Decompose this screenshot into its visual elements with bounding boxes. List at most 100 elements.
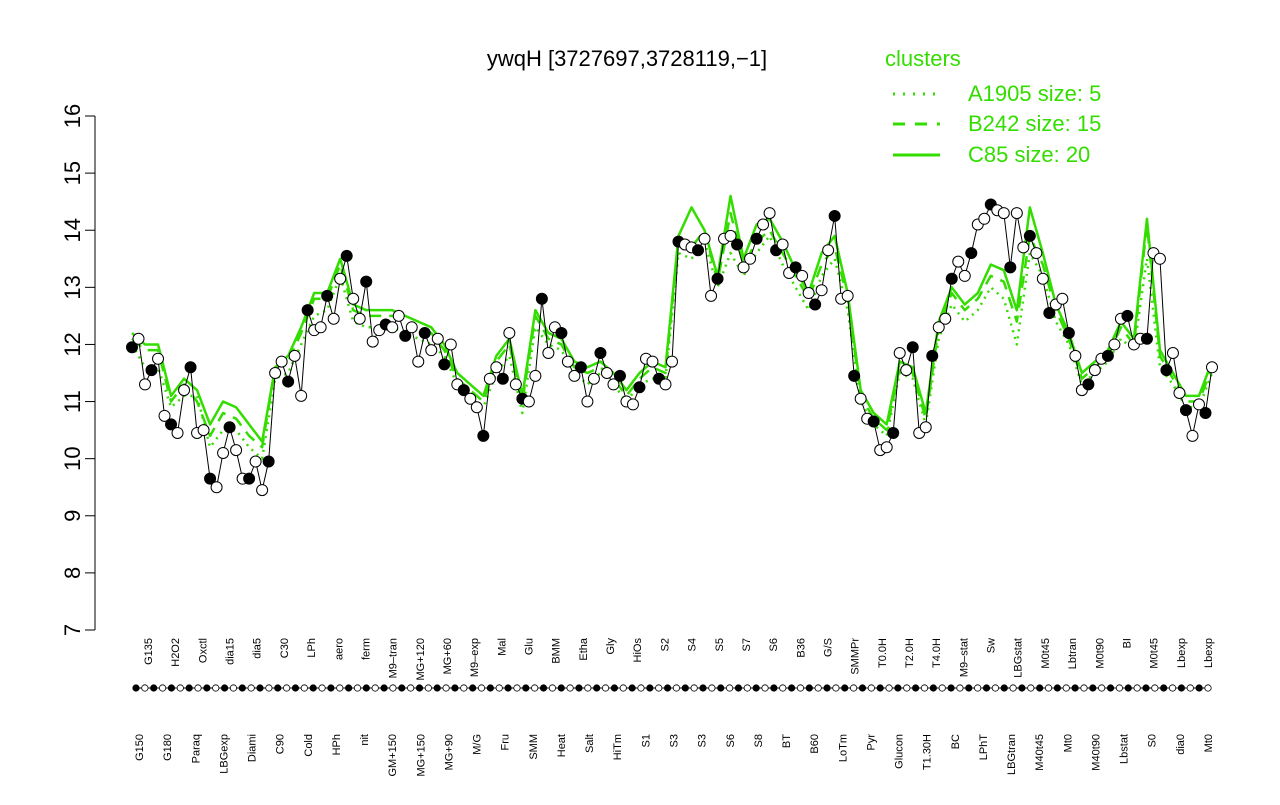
data-point-31 [327, 312, 340, 325]
x-sample-marker-114 [1142, 684, 1150, 692]
x-label-row2-17: Gly [605, 638, 617, 655]
data-point-18 [243, 472, 256, 485]
x-sample-marker-119 [1186, 684, 1194, 692]
x-sample-marker-87 [903, 684, 911, 692]
data-point-25 [288, 349, 301, 362]
x-sample-marker-2 [150, 684, 158, 692]
x-label-row1-0: G150 [134, 734, 146, 761]
data-point-126 [945, 272, 958, 285]
data-point-158 [1153, 252, 1166, 265]
data-point-87 [692, 244, 705, 257]
x-label-row2-0: G135 [143, 638, 155, 665]
data-point-134 [997, 207, 1010, 220]
data-point-40 [386, 321, 399, 334]
y-tick-label-6: 13 [60, 275, 85, 299]
x-sample-marker-67 [725, 684, 734, 692]
data-point-54 [477, 429, 490, 442]
x-sample-marker-8 [203, 684, 211, 692]
x-label-row2-19: S2 [659, 638, 671, 651]
data-point-15 [223, 421, 236, 434]
x-label-row2-35: M0t90 [1094, 638, 1106, 669]
data-point-162 [1179, 404, 1192, 417]
cluster-line-b242 [131, 211, 1214, 449]
x-sample-marker-53 [601, 684, 610, 692]
x-sample-marker-101 [1027, 684, 1035, 692]
data-point-57 [496, 372, 509, 385]
x-label-row1-37: dia0 [1175, 734, 1187, 755]
data-point-49 [444, 338, 457, 351]
x-sample-marker-50 [575, 684, 583, 692]
x-sample-marker-112 [1124, 684, 1132, 692]
data-point-5 [158, 409, 171, 422]
y-tick-label-1: 8 [60, 567, 85, 579]
data-point-63 [535, 292, 548, 305]
data-point-71 [587, 372, 600, 385]
x-label-row2-15: BMM [551, 638, 563, 664]
data-point-46 [425, 344, 438, 357]
x-sample-marker-36 [451, 684, 459, 692]
x-sample-marker-113 [1133, 684, 1141, 692]
x-sample-marker-65 [708, 684, 716, 692]
data-point-98 [763, 207, 776, 220]
x-sample-marker-32 [415, 684, 424, 692]
x-label-row2-33: M0t45 [1040, 638, 1052, 669]
x-label-row1-16: Salt [584, 734, 596, 753]
x-sample-marker-27 [371, 684, 379, 692]
x-label-row2-34: Lbtran [1067, 638, 1079, 669]
data-point-34 [347, 292, 360, 305]
x-label-row1-32: M40t45 [1034, 734, 1046, 771]
data-point-73 [600, 367, 613, 379]
data-point-75 [613, 369, 626, 382]
data-point-153 [1121, 309, 1134, 322]
data-point-82 [659, 378, 672, 391]
data-point-64 [542, 347, 555, 360]
data-point-163 [1186, 429, 1199, 442]
x-sample-marker-111 [1115, 684, 1124, 692]
data-point-14 [217, 446, 230, 459]
x-sample-marker-92 [947, 684, 955, 692]
x-sample-marker-16 [274, 684, 282, 692]
data-point-16 [230, 444, 243, 457]
x-sample-marker-59 [655, 684, 663, 692]
x-label-row2-5: C30 [279, 638, 291, 658]
data-point-67 [561, 355, 574, 368]
x-label-row2-3: dia15 [225, 638, 237, 665]
x-label-row2-12: M9–exp [469, 638, 481, 677]
data-point-100 [776, 238, 789, 251]
data-point-156 [1140, 332, 1153, 345]
x-sample-marker-75 [796, 684, 805, 692]
x-label-row2-11: MG+60 [442, 638, 454, 674]
x-sample-marker-43 [513, 684, 521, 692]
data-point-8 [178, 384, 191, 397]
x-sample-marker-121 [1204, 684, 1212, 692]
x-sample-marker-25 [353, 684, 362, 692]
x-label-row2-28: T2.0H [904, 638, 916, 668]
data-point-131 [978, 212, 991, 225]
x-label-row1-30: LPhT [978, 734, 990, 761]
data-point-43 [405, 321, 418, 334]
data-point-30 [321, 289, 334, 302]
legend-entry-a1905: A1905 size: 5 [968, 81, 1101, 106]
data-point-147 [1082, 378, 1095, 391]
x-sample-marker-72 [770, 684, 778, 692]
x-label-row1-9: GM+150 [387, 734, 399, 777]
x-sample-marker-76 [805, 684, 813, 692]
x-sample-marker-42 [504, 684, 512, 692]
x-sample-marker-90 [929, 684, 937, 692]
x-sample-marker-46 [539, 684, 548, 692]
y-tick-label-0: 7 [60, 624, 85, 636]
data-point-88 [698, 232, 711, 245]
x-sample-marker-66 [717, 684, 725, 692]
data-point-148 [1088, 364, 1101, 377]
x-sample-marker-89 [920, 684, 929, 692]
x-label-row1-18: S1 [640, 734, 652, 747]
cluster-lines [130, 194, 1214, 460]
data-point-94 [737, 261, 750, 274]
expression-line [131, 203, 1213, 491]
data-point-102 [789, 261, 802, 274]
x-label-row1-19: S3 [669, 734, 681, 747]
data-point-135 [1004, 261, 1017, 274]
x-sample-marker-20 [309, 684, 317, 692]
x-sample-marker-26 [362, 684, 370, 692]
x-label-row1-27: Glucon [894, 734, 906, 769]
